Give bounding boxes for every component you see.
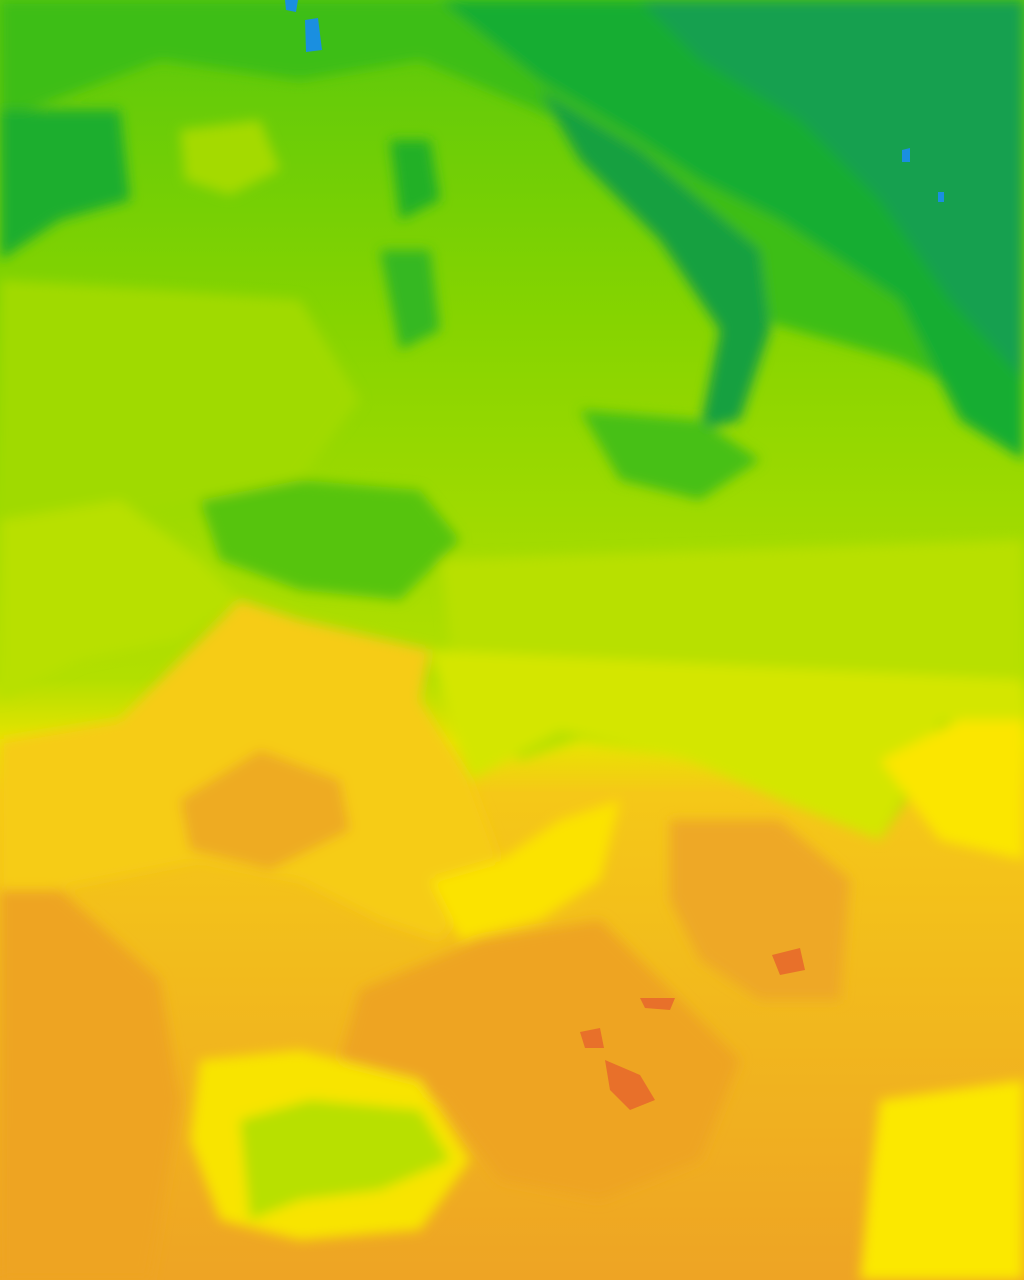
blue-spot-3	[902, 148, 910, 162]
blue-spot-2	[285, 0, 298, 12]
orange-patch-1	[180, 750, 350, 870]
mid-green	[580, 410, 760, 500]
east-lime-band	[430, 650, 1024, 840]
light-patch	[180, 120, 280, 195]
yellow-middle	[430, 800, 620, 940]
red-spot-3	[580, 1028, 604, 1048]
north-teal-band	[640, 0, 1024, 380]
island-green-1	[390, 140, 440, 220]
red-spot-1	[605, 1060, 655, 1110]
central-green	[200, 480, 460, 600]
west-lime	[0, 500, 240, 700]
blue-spot-1	[305, 18, 322, 52]
yellow-east	[880, 720, 1024, 860]
west-light	[0, 280, 360, 560]
blue-spot-4	[938, 192, 944, 202]
orange-central	[340, 920, 740, 1200]
red-spot-4	[640, 998, 675, 1010]
island-green-2	[380, 250, 440, 350]
ridge-dark	[540, 90, 770, 430]
yellow-southeast	[860, 1080, 1024, 1280]
green-south-lake	[240, 1100, 450, 1220]
orange-west	[0, 890, 180, 1280]
northwest-dark	[0, 110, 130, 260]
red-spot-2	[772, 948, 805, 975]
orange-east	[670, 820, 850, 1000]
